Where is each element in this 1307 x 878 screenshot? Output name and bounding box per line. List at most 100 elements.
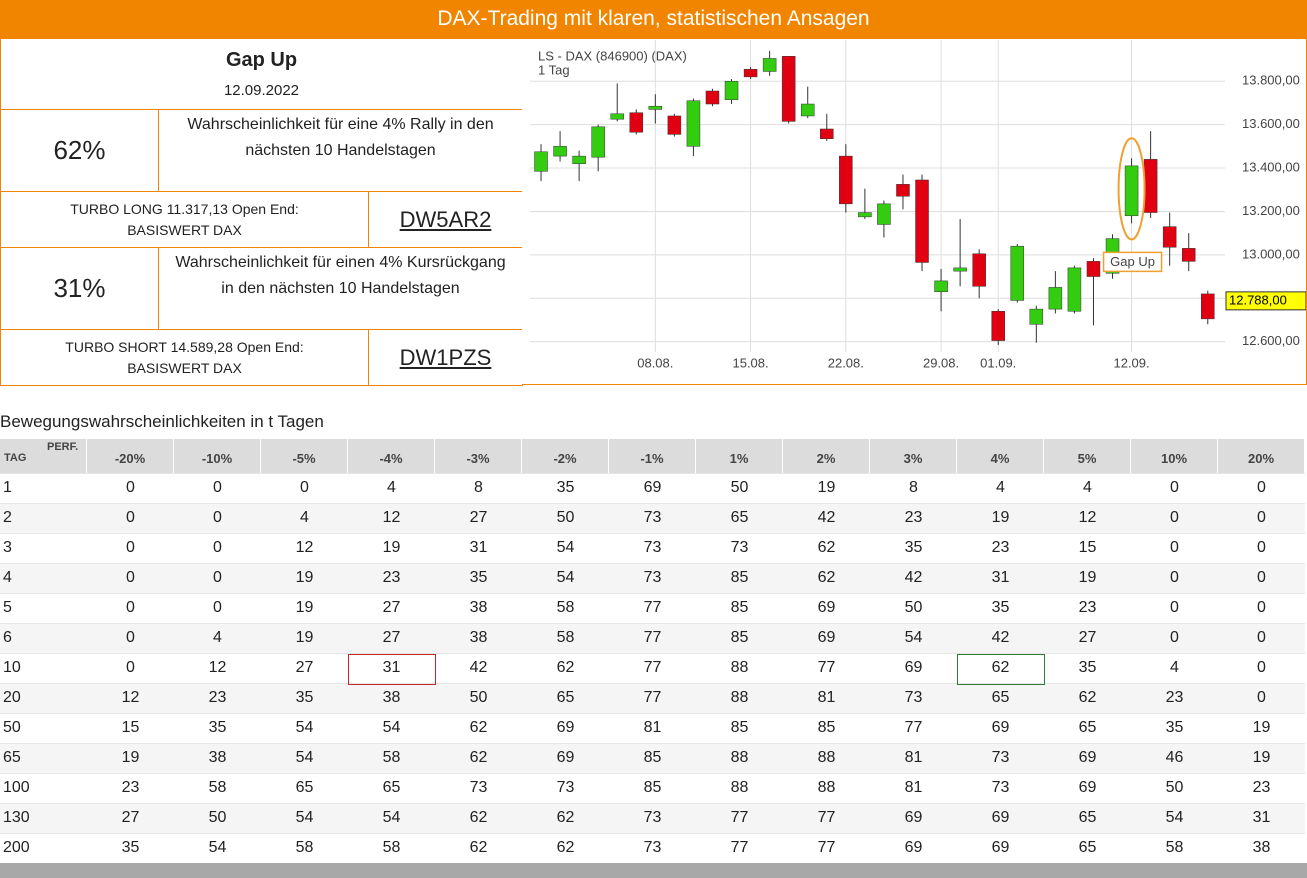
candlestick-chart: LS - DAX (846900) (DAX) 1 Tag 12.600,00 1… [522,38,1307,385]
row-label: 4 [3,569,12,586]
table-cell: 69 [1078,749,1097,766]
y-tick-label: 13.000,00 [1242,246,1300,261]
table-row [0,473,1305,503]
table-cell: 0 [1257,509,1266,526]
table-cell: 54 [1165,809,1184,826]
column-header: -20% [87,439,174,473]
table-cell: 19 [295,569,314,586]
table-cell: 0 [126,659,135,676]
table-cell: 77 [730,809,749,826]
table-cell: 19 [1252,719,1271,736]
table-cell: 15 [121,719,140,736]
short-wkn-link[interactable]: DW1PZS [399,344,492,370]
table-cell: 4 [213,629,222,646]
candle-body [572,155,586,164]
table-cell: 38 [208,749,227,766]
row-label: 1 [3,479,12,496]
table-cell: 88 [730,659,749,676]
table-cell: 4 [1083,479,1092,496]
table-cell: 19 [382,539,401,556]
table-header-corner [0,439,87,473]
y-tick-label: 13.200,00 [1242,203,1300,218]
table-cell: 0 [1170,599,1179,616]
table-cell: 54 [295,719,314,736]
x-tick-label: 01.09. [980,355,1016,370]
table-cell: 50 [904,599,923,616]
table-cell: 81 [643,719,662,736]
column-header: -10% [174,439,261,473]
long-wkn-link[interactable]: DW5AR2 [399,206,492,232]
table-row [0,683,1305,713]
row-label: 100 [3,779,30,796]
table-cell: 73 [643,539,662,556]
candle-body [1162,226,1177,248]
table-cell: 73 [904,689,923,706]
table-cell: 23 [208,689,227,706]
table-cell: 35 [556,479,575,496]
table-cell: 54 [556,539,575,556]
table-cell: 85 [730,569,749,586]
last-price-label: 12.788,00 [1229,292,1287,307]
table-cell: 85 [730,719,749,736]
table-cell: 58 [556,599,575,616]
row-label: 65 [3,749,21,766]
table-cell: 88 [817,779,836,796]
table-cell: 4 [300,509,309,526]
table-cell: 35 [469,569,488,586]
table-cell: 0 [126,599,135,616]
row-label: 130 [3,809,30,826]
x-tick-label: 15.08. [732,355,768,370]
table-cell: 19 [991,509,1010,526]
x-tick-label: 12.09. [1113,355,1149,370]
signal-box: Gap Up 12.09.2022 [0,38,523,110]
table-cell: 12 [1078,509,1097,526]
table-cell: 73 [643,509,662,526]
table-cell: 0 [213,599,222,616]
table-cell: 0 [1257,539,1266,556]
row-label: 10 [3,659,21,676]
table-cell: 23 [1165,689,1184,706]
row-label: 20 [3,689,21,706]
row-label: 50 [3,719,21,736]
table-cell: 88 [730,689,749,706]
table-cell: 0 [1257,689,1266,706]
candle-body [1181,248,1196,262]
annotation-label: Gap Up [1110,254,1155,269]
table-cell: 73 [643,569,662,586]
table-cell: 65 [730,509,749,526]
table-cell: 54 [382,809,401,826]
table-cell: 73 [469,779,488,796]
table-cell: 77 [817,659,836,676]
table-cell: 0 [213,479,222,496]
table-cell: 38 [1252,839,1271,856]
candle-body [610,113,624,120]
table-cell: 69 [1078,779,1097,796]
candle-body [1201,293,1215,320]
candle-body [953,267,967,272]
table-cell: 0 [126,479,135,496]
table-cell: 69 [991,719,1010,736]
table-cell: 77 [643,659,662,676]
table-cell: 0 [1170,479,1179,496]
table-cell: 65 [1078,809,1097,826]
table-cell: 42 [991,629,1010,646]
table-cell: 88 [817,749,836,766]
row-label: 3 [3,539,12,556]
table-cell: 77 [904,719,923,736]
signal-name: Gap Up [225,49,298,71]
table-cell: 85 [817,719,836,736]
table-cell: 54 [208,839,227,856]
highlight-cell [348,654,436,685]
candle-body [1048,287,1063,310]
candle-body [648,105,663,110]
table-cell: 85 [730,599,749,616]
chart-subtitle: 1 Tag [538,62,570,77]
footer-bar [0,863,1307,878]
highlight-cell [957,654,1045,685]
candle-body [915,179,929,263]
table-cell: 27 [1078,629,1097,646]
table-cell: 58 [1165,839,1184,856]
table-cell: 27 [469,509,488,526]
table-cell: 27 [382,599,401,616]
table-cell: 31 [991,569,1010,586]
